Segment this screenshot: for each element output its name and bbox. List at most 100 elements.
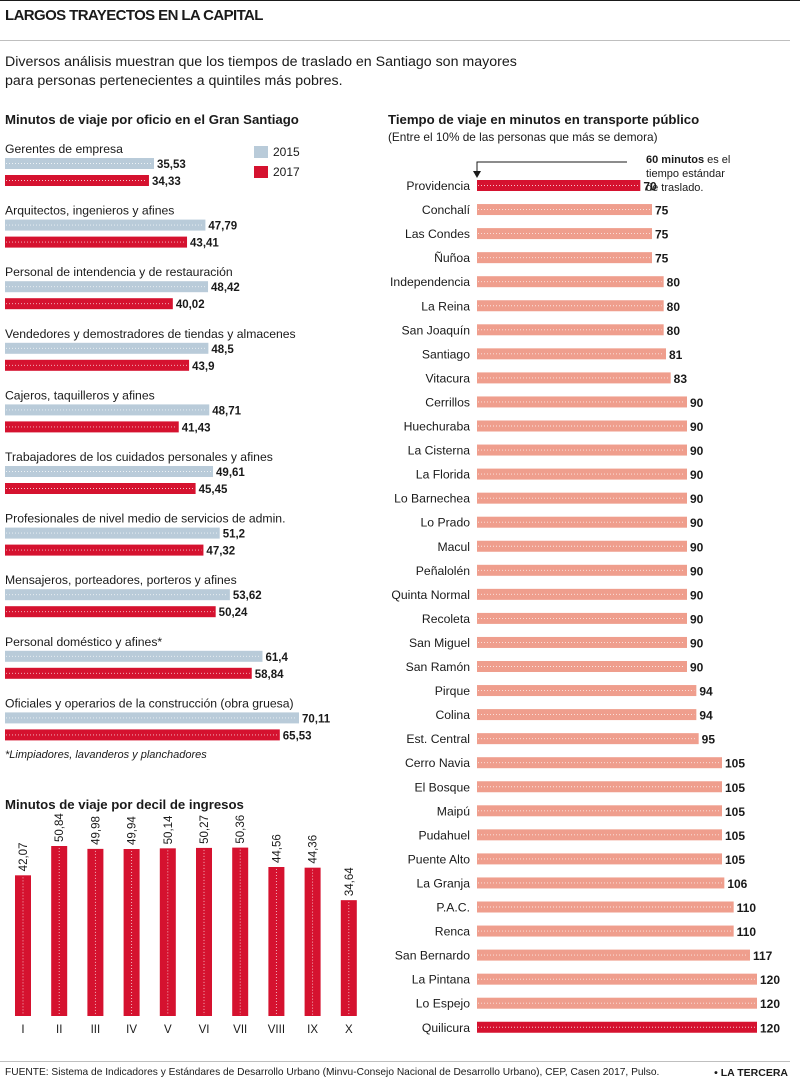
bar-2017 <box>5 483 196 494</box>
bar-2017-value: 41,43 <box>182 422 211 434</box>
commune-value: 120 <box>760 997 780 1011</box>
commune-bar <box>477 588 687 600</box>
legend-swatch-2017 <box>254 166 268 178</box>
commune-value: 94 <box>699 709 713 723</box>
commune-value: 117 <box>753 949 773 963</box>
commune-bar <box>477 853 722 865</box>
commune-label: Macul <box>437 540 470 554</box>
bar-2017 <box>5 359 190 371</box>
commune-bar <box>477 901 734 913</box>
commune-label: Las Condes <box>405 227 470 241</box>
commune-label: Quilicura <box>422 1021 470 1035</box>
commune-label: Huechuraba <box>404 420 471 434</box>
transport-chart-title: Tiempo de viaje en minutos en transporte… <box>388 112 700 127</box>
commune-bar <box>477 540 687 552</box>
reference-note-line-3: de traslado. <box>646 182 703 194</box>
commune-value: 105 <box>725 853 745 867</box>
occupation-label: Vendedores y demostradores de tiendas y … <box>5 327 296 341</box>
intro-line-2: para personas pertenecientes a quintiles… <box>5 73 343 89</box>
commune-label: Ñuñoa <box>434 251 470 265</box>
bar-2015-value: 48,5 <box>211 344 234 356</box>
bar-2017-value: 45,45 <box>199 484 228 496</box>
commune-value: 120 <box>760 1021 780 1035</box>
commune-bar <box>477 444 687 456</box>
commune-bar <box>477 300 664 312</box>
reference-note-bold: 60 minutos <box>646 154 707 166</box>
commune-bar <box>477 516 687 528</box>
commune-value: 80 <box>667 324 681 338</box>
bar-2017-value: 43,41 <box>190 238 219 250</box>
bar-2015-value: 48,42 <box>211 282 240 294</box>
commune-label: Cerrillos <box>425 395 470 409</box>
legend-label-2017: 2017 <box>273 165 300 179</box>
commune-bar <box>477 228 652 240</box>
commune-label: Independencia <box>390 275 470 289</box>
reference-note-line-1: 60 minutos es el <box>646 154 730 166</box>
commune-value: 105 <box>725 829 745 843</box>
intro-text: Diversos análisis muestran que los tiemp… <box>5 53 565 91</box>
commune-value: 90 <box>690 468 704 482</box>
occupation-label: Personal doméstico y afines* <box>5 635 162 649</box>
bar-2015 <box>5 466 214 477</box>
commune-label: Est. Central <box>406 732 470 746</box>
legend-swatch-2015 <box>254 146 268 158</box>
bar-2017-value: 34,33 <box>152 176 181 188</box>
commune-value: 90 <box>690 396 704 410</box>
bar-2015 <box>5 281 209 293</box>
commune-value: 80 <box>667 276 681 290</box>
commune-label: Colina <box>435 708 470 722</box>
occupation-label: Oficiales y operarios de la construcción… <box>5 696 294 710</box>
intro-line-1: Diversos análisis muestran que los tiemp… <box>5 54 517 70</box>
bar-2017-value: 65,53 <box>283 730 312 742</box>
decile-value: 50,27 <box>199 815 211 844</box>
commune-label: P.A.C. <box>436 901 470 915</box>
commune-value: 75 <box>655 228 669 242</box>
commune-value: 90 <box>690 612 704 626</box>
commune-value: 90 <box>690 588 704 602</box>
commune-bar <box>477 781 722 793</box>
decile-chart-title: Minutos de viaje por decil de ingresos <box>5 797 244 812</box>
bar-2015 <box>5 404 210 416</box>
decile-bar <box>232 847 249 1016</box>
commune-label: Santiago <box>422 347 470 361</box>
decile-bar <box>196 847 212 1016</box>
commune-label: Maipú <box>437 804 470 818</box>
commune-value: 81 <box>669 348 683 362</box>
commune-bar <box>477 877 725 889</box>
decile-value: 49,94 <box>127 816 139 845</box>
commune-bar <box>477 805 722 817</box>
bar-2015-value: 47,79 <box>208 221 237 233</box>
decile-label: VI <box>199 1024 210 1036</box>
commune-value: 90 <box>690 636 704 650</box>
commune-bar <box>477 612 687 624</box>
commune-label: Puente Alto <box>408 852 471 866</box>
commune-bar <box>477 661 687 672</box>
commune-label: La Florida <box>416 468 470 482</box>
commune-bar <box>477 757 722 769</box>
bar-2015-value: 61,4 <box>265 652 288 664</box>
commune-label: Renca <box>435 925 470 939</box>
reference-arrow-head <box>473 171 481 178</box>
decile-value: 44,56 <box>271 834 283 863</box>
bar-2015-value: 35,53 <box>157 159 186 171</box>
reference-arrow-line <box>476 161 627 174</box>
page-title: LARGOS TRAYECTOS EN LA CAPITAL <box>5 7 263 24</box>
commune-value: 70 <box>643 180 657 194</box>
brand-logo: • LA TERCERA <box>714 1067 788 1079</box>
bar-2015-value: 48,71 <box>212 405 241 417</box>
bar-2015-value: 49,61 <box>216 467 245 479</box>
commune-label: Vitacura <box>426 371 471 385</box>
commune-bar <box>477 492 687 504</box>
commune-label: Lo Prado <box>421 516 471 530</box>
bar-2017 <box>5 421 179 433</box>
commune-bar <box>477 396 687 408</box>
commune-bar <box>477 636 687 648</box>
bar-2017 <box>5 606 216 618</box>
occupation-label: Cajeros, taquilleros y afines <box>5 388 155 402</box>
decile-value: 44,36 <box>308 835 320 864</box>
occupation-label: Trabajadores de los cuidados personales … <box>5 450 273 464</box>
bar-2017-value: 58,84 <box>255 669 284 681</box>
decile-value: 34,64 <box>344 867 356 896</box>
commune-value: 94 <box>699 685 713 699</box>
